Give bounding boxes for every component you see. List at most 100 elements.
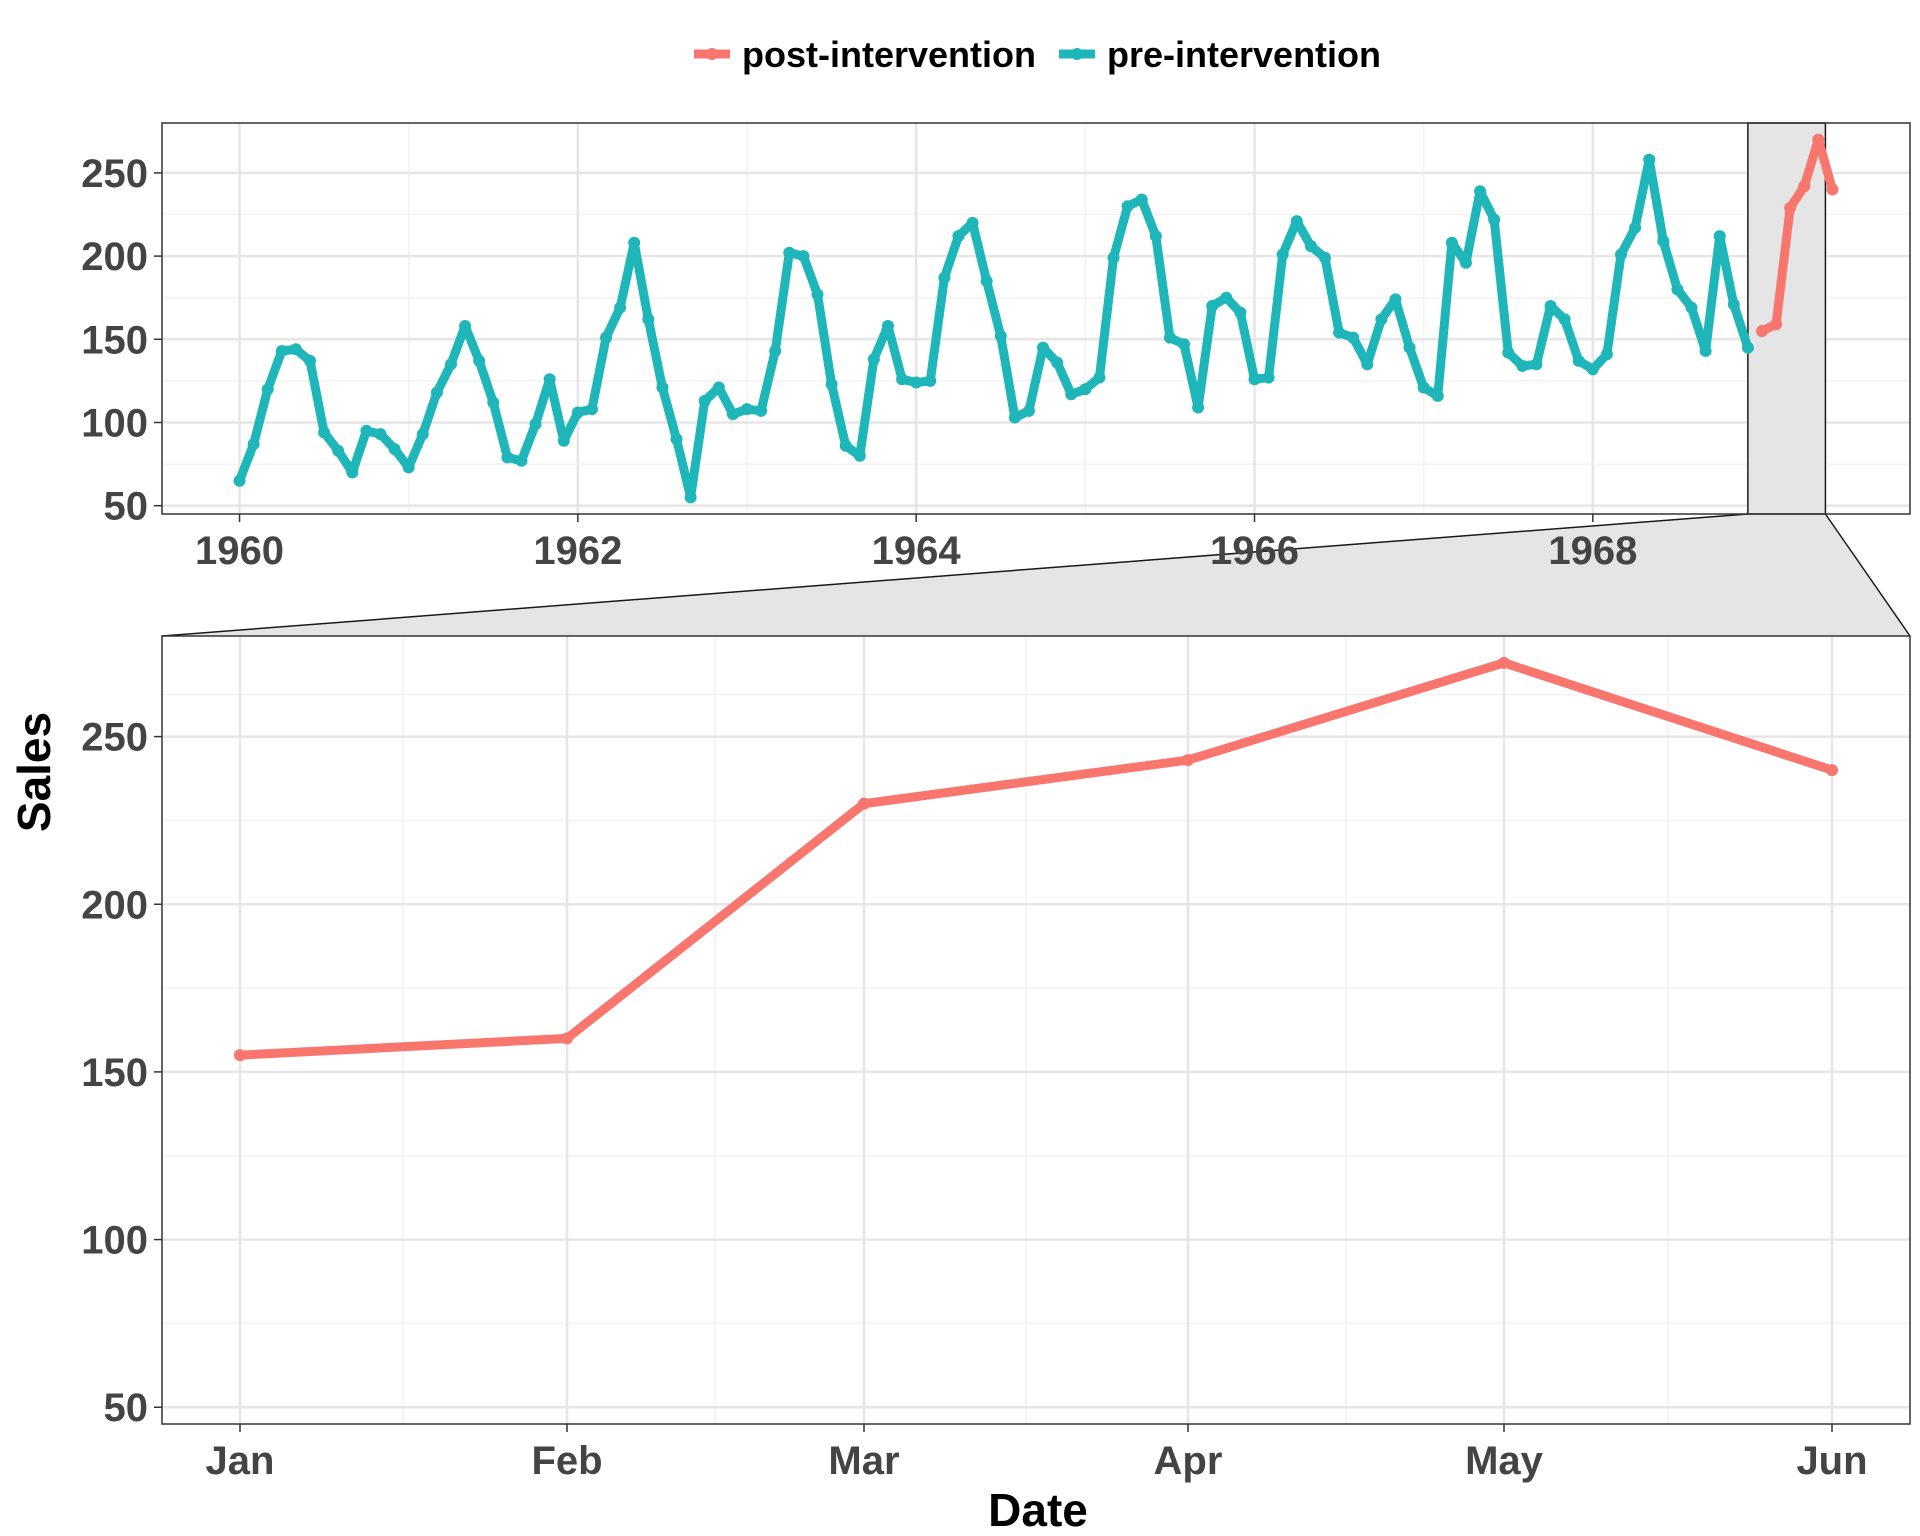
data-point-pre-intervention xyxy=(867,353,880,366)
data-point-post-intervention xyxy=(1826,183,1839,196)
data-point-pre-intervention xyxy=(769,344,782,357)
data-point-pre-intervention xyxy=(571,406,584,419)
data-point-pre-intervention xyxy=(1488,213,1501,226)
data-point-pre-intervention xyxy=(1615,248,1628,261)
data-point-pre-intervention xyxy=(1629,221,1642,234)
legend-key-pre xyxy=(1059,48,1095,60)
x-axis-title: Date xyxy=(988,1484,1088,1536)
data-point-pre-intervention xyxy=(1445,236,1458,249)
x-tick-label: 1966 xyxy=(1210,529,1299,573)
data-point-pre-intervention xyxy=(670,433,683,446)
legend-label-pre: pre-intervention xyxy=(1107,34,1382,75)
data-point-pre-intervention xyxy=(1065,388,1078,401)
data-point-pre-intervention xyxy=(1459,256,1472,269)
data-point-pre-intervention xyxy=(1727,298,1740,311)
data-point-pre-intervention xyxy=(1121,200,1134,213)
y-tick-label: 100 xyxy=(81,401,148,445)
legend: post-intervention pre-intervention xyxy=(0,30,1920,80)
data-point-pre-intervention xyxy=(1417,381,1430,394)
data-point-pre-intervention xyxy=(910,376,923,389)
data-point-pre-intervention xyxy=(416,428,429,441)
data-point-pre-intervention xyxy=(1163,331,1176,344)
data-point-pre-intervention xyxy=(1008,411,1021,424)
data-point-post-intervention xyxy=(1770,318,1783,331)
data-point-pre-intervention xyxy=(515,454,528,467)
y-tick-label: 250 xyxy=(81,152,148,196)
data-point-pre-intervention xyxy=(1671,283,1684,296)
data-point-pre-intervention xyxy=(600,331,613,344)
data-point-pre-intervention xyxy=(811,288,824,301)
y-axis-title: Sales xyxy=(8,712,60,832)
data-point-pre-intervention xyxy=(233,474,246,487)
data-point-pre-intervention xyxy=(881,319,894,332)
data-point-pre-intervention xyxy=(1375,313,1388,326)
x-tick-label: 1964 xyxy=(872,529,962,573)
y-tick-label: 100 xyxy=(81,1219,148,1263)
data-point-pre-intervention xyxy=(684,491,697,504)
legend-key-post xyxy=(694,48,730,60)
data-point-pre-intervention xyxy=(924,374,937,387)
data-point-pre-intervention xyxy=(1135,193,1148,206)
overview-panel-border xyxy=(161,122,1911,515)
data-point-pre-intervention xyxy=(1051,356,1064,369)
data-point-pre-intervention xyxy=(529,418,542,431)
data-point-pre-intervention xyxy=(261,383,274,396)
data-point-pre-intervention xyxy=(797,250,810,263)
data-point-pre-intervention xyxy=(1022,404,1035,417)
data-point-pre-intervention xyxy=(839,439,852,452)
data-point-pre-intervention xyxy=(628,236,641,249)
data-point-pre-intervention xyxy=(994,329,1007,342)
data-point-pre-intervention xyxy=(332,444,345,457)
data-point-pre-intervention xyxy=(896,373,909,386)
data-point-pre-intervention xyxy=(318,426,331,439)
x-tick-label: 1960 xyxy=(195,529,284,573)
x-tick-label: Feb xyxy=(531,1439,602,1483)
data-point-pre-intervention xyxy=(783,246,796,259)
data-point-pre-intervention xyxy=(1403,341,1416,354)
data-point-pre-intervention xyxy=(698,394,711,407)
data-point-pre-intervention xyxy=(1079,383,1092,396)
y-tick-label: 250 xyxy=(81,716,148,760)
x-tick-label: Jan xyxy=(206,1439,275,1483)
series-line-post-intervention xyxy=(239,658,1834,1060)
x-tick-label: Jun xyxy=(1796,1439,1867,1483)
legend-item-post: post-intervention xyxy=(690,30,1050,80)
legend-item-pre: pre-intervention xyxy=(1055,30,1415,80)
data-point-pre-intervention xyxy=(1558,313,1571,326)
data-point-pre-intervention xyxy=(501,451,514,464)
data-point-pre-intervention xyxy=(1192,401,1205,414)
y-tick-label: 50 xyxy=(104,1386,149,1430)
data-point-post-intervention xyxy=(234,1049,246,1062)
data-point-pre-intervention xyxy=(1544,300,1557,313)
data-point-pre-intervention xyxy=(1248,373,1261,386)
data-point-pre-intervention xyxy=(473,354,486,367)
data-point-post-intervention xyxy=(1182,754,1194,767)
data-point-pre-intervention xyxy=(1600,348,1613,361)
y-tick-label: 200 xyxy=(81,883,148,927)
data-point-pre-intervention xyxy=(1262,371,1275,384)
data-point-pre-intervention xyxy=(1290,215,1303,228)
data-point-pre-intervention xyxy=(1431,389,1444,402)
data-point-post-intervention xyxy=(1826,764,1838,777)
x-tick-label: 1962 xyxy=(533,529,622,573)
data-point-pre-intervention xyxy=(1347,331,1360,344)
y-tick-label: 50 xyxy=(104,485,149,529)
data-point-post-intervention xyxy=(561,1032,573,1045)
data-point-pre-intervention xyxy=(585,403,598,416)
data-point-pre-intervention xyxy=(825,378,838,391)
x-tick-label: Mar xyxy=(828,1439,899,1483)
data-point-pre-intervention xyxy=(1318,251,1331,264)
x-tick-label: 1968 xyxy=(1548,529,1637,573)
data-point-pre-intervention xyxy=(360,424,373,437)
data-point-post-intervention xyxy=(1812,133,1825,146)
data-point-pre-intervention xyxy=(1220,291,1233,304)
data-point-pre-intervention xyxy=(1037,341,1050,354)
data-point-pre-intervention xyxy=(275,344,288,357)
data-point-pre-intervention xyxy=(459,319,472,332)
data-point-pre-intervention xyxy=(1713,230,1726,243)
data-point-pre-intervention xyxy=(966,216,979,229)
data-point-pre-intervention xyxy=(1361,358,1374,371)
zoom-connector-right xyxy=(1824,513,1911,637)
data-point-pre-intervention xyxy=(1333,326,1346,339)
